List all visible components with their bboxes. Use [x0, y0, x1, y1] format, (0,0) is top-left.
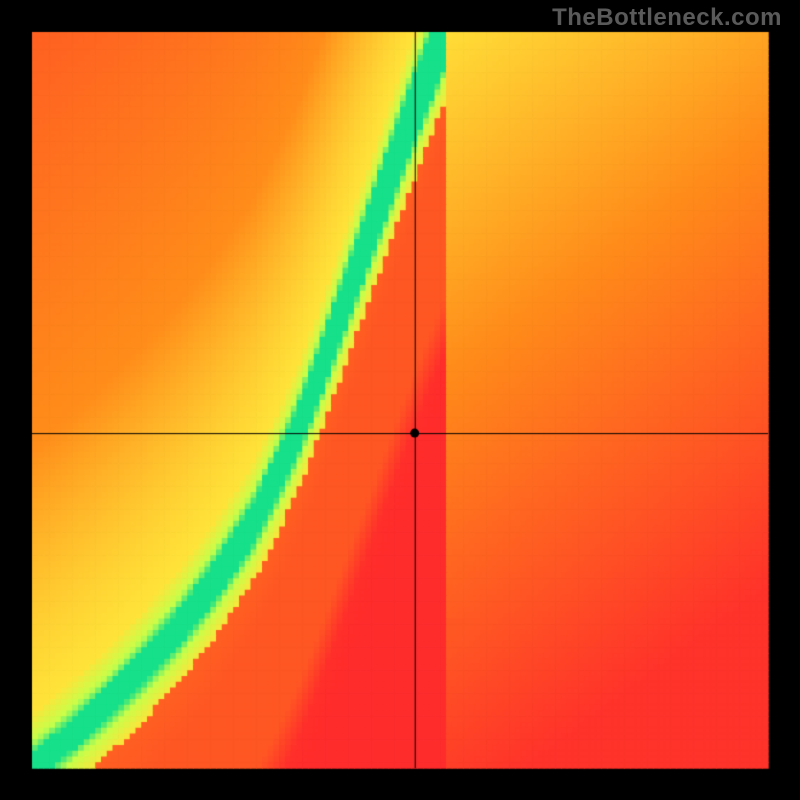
- bottleneck-heatmap: [0, 0, 800, 800]
- watermark-text: TheBottleneck.com: [552, 4, 782, 32]
- chart-container: TheBottleneck.com: [0, 0, 800, 800]
